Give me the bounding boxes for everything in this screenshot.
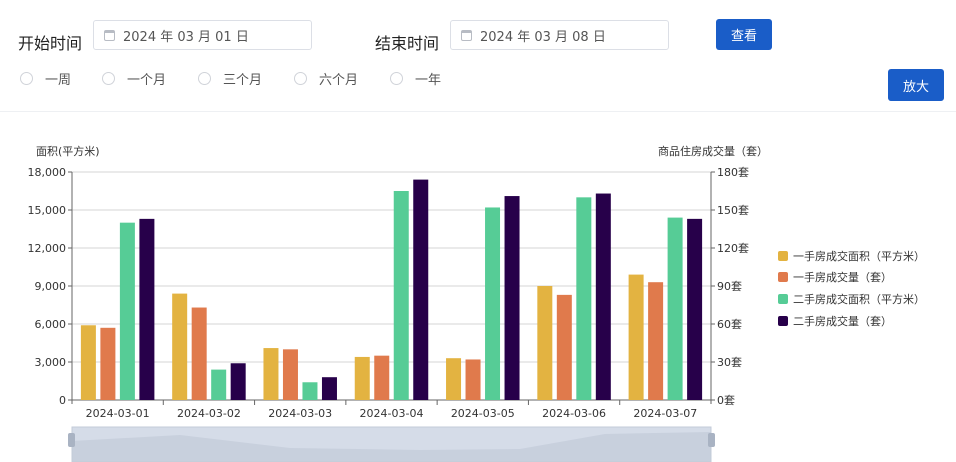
divider [0,111,956,112]
range-six-months-radio[interactable]: 六个月 [294,69,358,88]
bar [504,196,520,400]
range-week-radio[interactable]: 一周 [20,69,71,88]
calendar-icon [461,29,472,41]
y-left-tick-label: 12,000 [28,242,67,255]
bar [230,363,246,400]
y-right-tick-label: 150套 [717,204,749,217]
legend-item[interactable]: 二手房成交面积（平方米） [778,291,925,307]
bar [393,191,409,400]
end-time-label: 结束时间 [375,34,440,53]
bar [648,282,664,400]
bar [321,377,337,400]
zoom-handle-right-icon[interactable] [708,433,715,447]
y-left-tick-label: 9,000 [35,280,67,293]
legend-item[interactable]: 一手房成交量（套） [778,269,892,285]
y-right-tick-label: 60套 [717,318,742,331]
radio-circle-icon [294,72,307,85]
bar [667,217,683,400]
x-tick-label: 2024-03-06 [542,407,606,420]
radio-circle-icon [198,72,211,85]
zoom-button[interactable]: 放大 [888,69,944,101]
bar [80,325,96,400]
bar [485,207,501,400]
bar [576,197,592,400]
bar [537,286,553,400]
query-button[interactable]: 查看 [716,19,772,50]
zoom-slider-preview [72,432,711,462]
y-right-tick-label: 90套 [717,280,742,293]
bar [413,179,429,400]
range-three-months-radio[interactable]: 三个月 [198,69,262,88]
legend-swatch-icon [778,294,788,304]
y-right-tick-label: 120套 [717,242,749,255]
bar [139,218,155,400]
x-tick-label: 2024-03-07 [633,407,697,420]
y-right-axis-label: 商品住房成交量（套） [658,144,768,158]
legend-item[interactable]: 二手房成交量（套） [778,313,892,329]
bar [191,307,207,400]
x-tick-label: 2024-03-02 [177,407,241,420]
legend-swatch-icon [778,272,788,282]
y-left-tick-label: 18,000 [28,166,67,179]
legend-item[interactable]: 一手房成交面积（平方米） [778,248,925,264]
y-left-axis-label: 面积(平方米) [36,144,100,158]
bar [119,222,135,400]
radio-circle-icon [390,72,403,85]
x-tick-label: 2024-03-04 [360,407,424,420]
legend-label: 二手房成交面积（平方米） [793,293,925,306]
zoom-handle-left-icon[interactable] [68,433,75,447]
end-date-input[interactable]: 2024 年 03 月 08 日 [450,20,669,50]
bar [302,382,318,400]
legend-label: 二手房成交量（套） [793,315,892,328]
legend-swatch-icon [778,251,788,261]
y-left-tick-label: 6,000 [35,318,67,331]
x-tick-label: 2024-03-05 [451,407,515,420]
y-right-tick-label: 180套 [717,166,749,179]
start-time-label: 开始时间 [18,34,83,53]
legend-label: 一手房成交量（套） [793,271,892,284]
y-left-tick-label: 0 [59,394,66,407]
range-month-radio[interactable]: 一个月 [102,69,166,88]
bar [556,294,572,400]
x-tick-label: 2024-03-01 [86,407,150,420]
legend-label: 一手房成交面积（平方米） [793,250,925,263]
bar [172,293,188,400]
y-right-tick-label: 0套 [717,394,735,407]
y-right-tick-label: 30套 [717,356,742,369]
bar [595,193,611,400]
start-date-input[interactable]: 2024 年 03 月 01 日 [93,20,312,50]
radio-circle-icon [20,72,33,85]
legend-swatch-icon [778,316,788,326]
start-date-value: 2024 年 03 月 01 日 [123,29,249,45]
bar [282,349,298,400]
y-left-tick-label: 15,000 [28,204,67,217]
bar [465,359,481,400]
bar [374,355,390,400]
bar [211,369,227,400]
bar [628,274,644,400]
bar [446,358,462,400]
end-date-value: 2024 年 03 月 08 日 [480,29,606,45]
range-year-radio[interactable]: 一年 [390,69,441,88]
bar [100,327,116,400]
bar [687,218,703,400]
x-tick-label: 2024-03-03 [268,407,332,420]
calendar-icon [104,29,115,41]
bar [354,356,370,400]
radio-circle-icon [102,72,115,85]
bar [263,348,279,400]
y-left-tick-label: 3,000 [35,356,67,369]
